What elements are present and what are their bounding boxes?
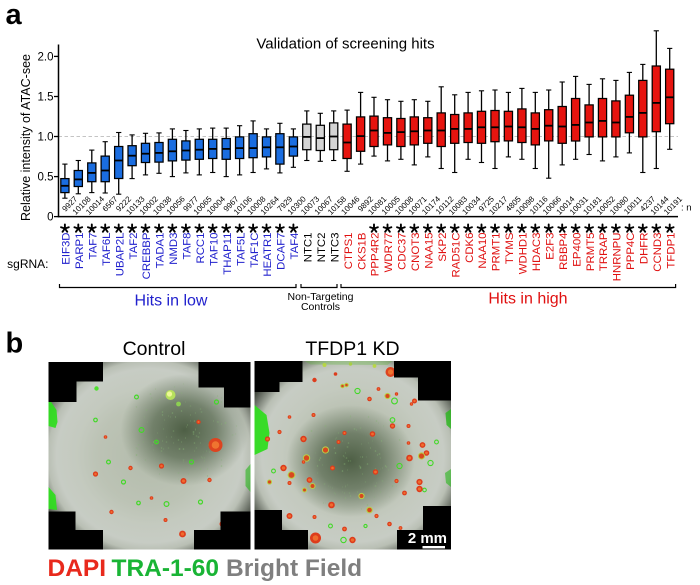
svg-text:Validation of screening hits: Validation of screening hits bbox=[256, 36, 434, 53]
svg-text:Hits in low: Hits in low bbox=[135, 293, 208, 310]
svg-text:b: b bbox=[6, 328, 24, 360]
svg-text:0: 0 bbox=[47, 212, 53, 224]
svg-text:TYMS: TYMS bbox=[504, 232, 516, 264]
svg-text:2.0: 2.0 bbox=[38, 52, 54, 64]
svg-text:Control: Control bbox=[123, 338, 186, 360]
svg-text:2 mm: 2 mm bbox=[408, 530, 447, 547]
svg-text:PPP4R2: PPP4R2 bbox=[370, 233, 382, 277]
svg-text:CKS1B: CKS1B bbox=[356, 233, 368, 270]
svg-text:: n: : n bbox=[681, 203, 692, 214]
svg-text:DCAF7: DCAF7 bbox=[276, 233, 288, 270]
svg-text:Bright Field: Bright Field bbox=[226, 555, 362, 582]
svg-text:TAF4: TAF4 bbox=[289, 233, 301, 260]
svg-text:PPP4C: PPP4C bbox=[625, 233, 637, 270]
svg-text:1.0: 1.0 bbox=[38, 132, 54, 144]
svg-text:PRMT1: PRMT1 bbox=[491, 233, 503, 272]
svg-text:TAF2: TAF2 bbox=[128, 233, 140, 260]
svg-text:Relative intensity of ATAC-see: Relative intensity of ATAC-see bbox=[19, 54, 33, 221]
svg-text:CREBBP: CREBBP bbox=[141, 233, 153, 280]
svg-text:DHFR: DHFR bbox=[639, 233, 651, 265]
svg-text:TAF10: TAF10 bbox=[208, 233, 220, 266]
svg-text:Non-Targeting: Non-Targeting bbox=[288, 291, 354, 303]
svg-text:RAD51C: RAD51C bbox=[450, 233, 462, 278]
svg-text:CDK6: CDK6 bbox=[464, 233, 476, 263]
svg-text:UBAP2L: UBAP2L bbox=[114, 233, 126, 277]
svg-text:SKP2: SKP2 bbox=[437, 233, 449, 262]
svg-text:THAP11: THAP11 bbox=[222, 233, 234, 275]
svg-text:NAA10: NAA10 bbox=[477, 233, 489, 269]
svg-text:TADA1: TADA1 bbox=[155, 233, 167, 269]
svg-text:WDHD1: WDHD1 bbox=[518, 233, 530, 275]
svg-text:PRMT5: PRMT5 bbox=[585, 233, 597, 272]
svg-text:TAF1C: TAF1C bbox=[249, 233, 261, 268]
svg-text:E2F3: E2F3 bbox=[544, 233, 556, 260]
svg-text:TAF8: TAF8 bbox=[182, 233, 194, 260]
svg-text:PARP1: PARP1 bbox=[74, 233, 86, 270]
svg-text:HEATR1: HEATR1 bbox=[262, 233, 274, 277]
svg-text:NTC3: NTC3 bbox=[329, 233, 341, 263]
svg-text:a: a bbox=[6, 0, 23, 31]
svg-text:RCC1: RCC1 bbox=[195, 233, 207, 264]
svg-text:TFDP1: TFDP1 bbox=[665, 233, 677, 269]
svg-text:TFDP1 KD: TFDP1 KD bbox=[305, 338, 399, 360]
svg-text:CDC37: CDC37 bbox=[397, 233, 409, 270]
svg-text:EP400: EP400 bbox=[571, 233, 583, 267]
svg-text:NAA15: NAA15 bbox=[424, 233, 436, 269]
svg-text:HDAC3: HDAC3 bbox=[531, 233, 543, 272]
svg-text:DAPI: DAPI bbox=[48, 555, 107, 582]
svg-text:sgRNA:: sgRNA: bbox=[7, 257, 48, 271]
svg-text:0.5: 0.5 bbox=[38, 172, 54, 184]
svg-text:WDR77: WDR77 bbox=[383, 233, 395, 273]
svg-text:TAF5L: TAF5L bbox=[235, 233, 247, 266]
svg-text:NTC2: NTC2 bbox=[316, 233, 328, 263]
svg-text:CTPS1: CTPS1 bbox=[343, 233, 355, 270]
svg-text:CCND3: CCND3 bbox=[652, 233, 664, 272]
svg-text:Hits in high: Hits in high bbox=[488, 291, 567, 308]
svg-text:TAF7: TAF7 bbox=[88, 233, 100, 260]
svg-text:EIF3D: EIF3D bbox=[61, 233, 73, 265]
svg-text:TRA-1-60: TRA-1-60 bbox=[112, 555, 220, 582]
svg-text:NTC1: NTC1 bbox=[303, 233, 315, 263]
svg-text:1.5: 1.5 bbox=[38, 92, 54, 104]
svg-text:TAF6L: TAF6L bbox=[101, 233, 113, 266]
svg-text:RBBP4: RBBP4 bbox=[558, 233, 570, 270]
svg-text:HNRNPU: HNRNPU bbox=[612, 233, 624, 282]
svg-text:TRRAP: TRRAP bbox=[598, 233, 610, 272]
svg-text:CNOT3: CNOT3 bbox=[410, 233, 422, 272]
svg-text:Controls: Controls bbox=[301, 301, 340, 313]
svg-text:NMD3: NMD3 bbox=[168, 233, 180, 265]
